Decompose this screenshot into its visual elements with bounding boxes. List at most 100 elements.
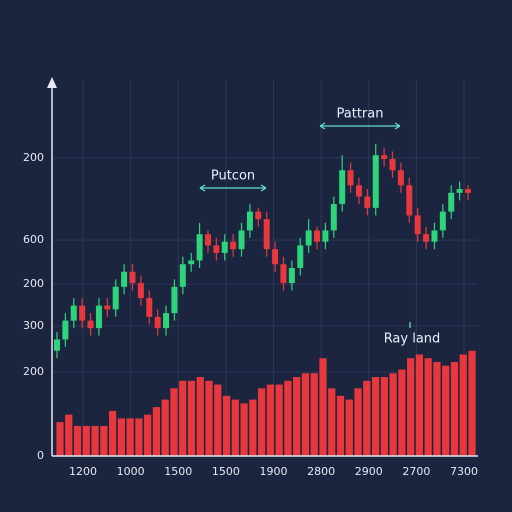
candle-body (62, 320, 69, 340)
volume-bar (196, 377, 204, 456)
candle-body (288, 268, 295, 284)
x-tick-label: 1000 (117, 465, 145, 478)
candle-body (397, 170, 404, 186)
volume-bar (328, 388, 336, 456)
candle-body (431, 230, 438, 242)
candle-body (137, 283, 144, 299)
volume-bar (275, 384, 283, 456)
volume-bar (144, 414, 152, 456)
x-tick-label: 7300 (450, 465, 478, 478)
volume-bar (205, 380, 213, 456)
candles (54, 143, 471, 359)
volume-bar (336, 395, 345, 456)
x-tick-label: 1900 (260, 465, 288, 478)
candle-body (456, 189, 463, 193)
candle-body (355, 185, 362, 197)
annotation: Pattran (337, 107, 384, 122)
volume-bars (56, 350, 476, 456)
candle-body (364, 196, 371, 208)
candle-body (347, 170, 354, 186)
volume-bar (161, 399, 169, 456)
candle-body (230, 241, 237, 250)
y-tick-label: 600 (23, 233, 44, 246)
x-tick-label: 1200 (69, 465, 97, 478)
volume-bar (222, 395, 231, 456)
candle-body (179, 264, 186, 287)
volume-bar (170, 388, 178, 456)
volume-bar (108, 410, 117, 456)
annotation: Ray land (384, 332, 441, 347)
volume-bar (407, 358, 415, 456)
candle-body (146, 298, 153, 317)
volume-bar (371, 377, 380, 456)
candle-body (297, 245, 304, 268)
volume-bar (135, 418, 143, 456)
candle-body (280, 264, 287, 284)
candle-body (272, 249, 279, 265)
candle-body (322, 230, 329, 242)
candle-body (314, 230, 321, 242)
volume-bar (65, 414, 73, 456)
volume-bar (442, 365, 450, 456)
candle-body (95, 305, 102, 329)
x-tick-label: 2900 (355, 465, 383, 478)
volume-bar (284, 380, 292, 456)
candle-body (79, 305, 86, 321)
candle-body (129, 271, 136, 284)
volume-bar (345, 399, 353, 456)
volume-bar (398, 369, 406, 456)
candle-body (213, 245, 220, 253)
candle-body (406, 185, 413, 216)
x-tick-label: 2700 (402, 465, 430, 478)
volume-bar (56, 422, 64, 456)
volume-bar (117, 418, 125, 456)
volume-bar (450, 362, 459, 456)
candle-body (372, 155, 379, 208)
annotation: Putcon (211, 169, 255, 184)
candle-body (171, 286, 178, 314)
volume-bar (214, 384, 222, 456)
volume-bar (231, 399, 239, 456)
volume-bar (380, 377, 388, 456)
volume-bar (433, 362, 441, 456)
candle-body (188, 260, 195, 265)
candle-body (389, 158, 396, 171)
volume-bar (266, 384, 274, 456)
x-tick-label: 2800 (307, 465, 335, 478)
candle-body (238, 230, 245, 250)
volume-bar (301, 373, 310, 456)
volume-bar (152, 407, 161, 456)
candle-body (465, 189, 471, 193)
candle-body (204, 234, 211, 246)
candle-body (70, 305, 77, 321)
candle-body (163, 313, 170, 329)
candle-body (414, 215, 421, 235)
volume-bar (249, 399, 257, 456)
volume-bar (82, 425, 90, 456)
candle-body (423, 234, 430, 242)
candle-body (87, 320, 94, 329)
candle-body (255, 211, 262, 220)
y-axis-arrow (47, 77, 57, 88)
volume-bar (424, 358, 432, 456)
candle-body (196, 234, 203, 261)
y-tick-label: 200 (23, 151, 44, 164)
x-tick-label: 1500 (164, 465, 192, 478)
y-tick-label: 300 (23, 319, 44, 332)
candle-body (221, 241, 228, 253)
candle-body (381, 155, 388, 159)
volume-bar (468, 350, 476, 456)
volume-bar (240, 403, 248, 456)
annotation-arrow (199, 184, 267, 192)
volume-bar (415, 354, 424, 456)
volume-bar (459, 354, 467, 456)
volume-bar (319, 358, 327, 456)
y-tick-label: 200 (23, 277, 44, 290)
volume-bar (91, 425, 99, 456)
candle-body (246, 211, 253, 231)
volume-bar (179, 380, 187, 456)
volume-bar (187, 380, 196, 456)
candle-body (54, 339, 60, 351)
candle-body (112, 286, 119, 310)
